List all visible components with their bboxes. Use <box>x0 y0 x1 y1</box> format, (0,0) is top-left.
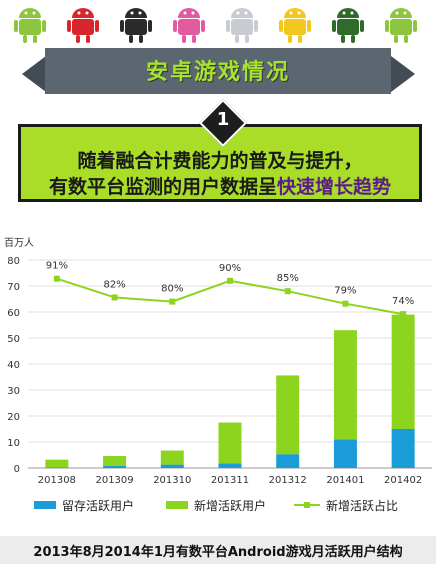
bar-segment <box>391 314 415 429</box>
android-frankenstein-icon <box>332 8 364 43</box>
android-yellow-icon <box>279 8 311 43</box>
android-heart-icon <box>385 8 417 43</box>
ratio-point <box>227 277 233 284</box>
ratio-data-label: 82% <box>103 279 125 290</box>
ratio-data-label: 79% <box>334 286 356 297</box>
y-tick-label: 50 <box>7 334 20 345</box>
y-tick-label: 60 <box>7 308 20 319</box>
legend-swatch-retained <box>34 501 56 509</box>
section-ribbon <box>45 48 391 94</box>
ribbon-left-tail <box>22 56 46 92</box>
ratio-data-label: 91% <box>46 261 68 272</box>
footer-bar <box>0 536 436 564</box>
bar-segment <box>218 422 242 464</box>
bar-segment <box>103 465 127 468</box>
headline-highlight: 快速增长趋势 <box>277 176 392 198</box>
infographic-header: 安卓游戏情况 1 随着融合计费能力的普及与提升， 有数平台监测的用户数据呈快速增… <box>0 0 436 210</box>
x-tick-label: 201308 <box>38 475 76 486</box>
legend-marker-ratio <box>304 502 310 508</box>
y-tick-label: 70 <box>7 282 20 293</box>
number-badge: 1 <box>216 109 230 130</box>
bar-segment <box>103 456 127 466</box>
x-tick-label: 201312 <box>269 475 307 486</box>
x-tick-label: 201311 <box>211 475 249 486</box>
ratio-point <box>284 288 291 295</box>
bar-segment <box>391 429 415 468</box>
ratio-data-label: 85% <box>277 273 299 284</box>
ribbon-right-tail <box>391 56 415 92</box>
x-tick-label: 201310 <box>153 475 191 486</box>
y-tick-label: 30 <box>7 386 20 397</box>
bar-segment <box>218 463 242 468</box>
y-tick-label: 0 <box>14 464 20 475</box>
y-tick-label: 40 <box>7 360 20 371</box>
bar-segment <box>333 330 357 440</box>
section-title: 安卓游戏情况 <box>145 60 290 85</box>
ratio-data-label: 74% <box>392 296 414 307</box>
bar-segment <box>45 467 69 468</box>
android-superman-icon <box>67 8 99 43</box>
ratio-data-label: 90% <box>219 263 241 274</box>
android-mummy-icon <box>226 8 258 43</box>
android-girl-icon <box>173 8 205 43</box>
robot-strip <box>14 8 417 43</box>
headline-line-2: 有数平台监测的用户数据呈快速增长趋势 <box>18 172 422 199</box>
y-tick-label: 80 <box>7 256 20 267</box>
ratio-data-label: 80% <box>161 284 183 295</box>
legend-ratio-label: 新增活跃占比 <box>326 498 398 513</box>
y-axis-unit-label: 百万人 <box>4 237 34 249</box>
ratio-point <box>342 300 349 307</box>
headline-line-1: 随着融合计费能力的普及与提升， <box>77 150 363 172</box>
ratio-point <box>53 275 60 282</box>
android-cat-icon <box>120 8 152 43</box>
bar-segment <box>160 450 184 465</box>
legend-swatch-new <box>166 501 188 509</box>
y-tick-label: 10 <box>7 438 20 449</box>
bar-segment <box>333 439 357 468</box>
chart-title: 2013年8月2014年1月有数平台Android游戏月活跃用户结构 <box>33 545 403 560</box>
y-tick-label: 20 <box>7 412 20 423</box>
bar-segment <box>160 464 184 468</box>
bar-segment <box>45 459 69 468</box>
x-tick-label: 201402 <box>384 475 422 486</box>
headline-line-2-prefix: 有数平台监测的用户数据呈 <box>48 176 277 198</box>
legend-new-label: 新增活跃用户 <box>194 498 266 513</box>
ratio-point <box>111 294 118 301</box>
android-robot-icon <box>14 8 46 43</box>
legend-retained-label: 留存活跃用户 <box>62 498 134 513</box>
ratio-point <box>400 311 407 318</box>
x-tick-label: 201309 <box>95 475 133 486</box>
x-tick-label: 201401 <box>326 475 364 486</box>
stacked-bar-line-chart: 百万人 0 10 20 30 40 50 60 70 80 201308 201309 201310 20… <box>4 237 432 513</box>
bar-segment <box>276 454 300 468</box>
ratio-point <box>169 298 176 305</box>
bar-segment <box>276 375 300 455</box>
